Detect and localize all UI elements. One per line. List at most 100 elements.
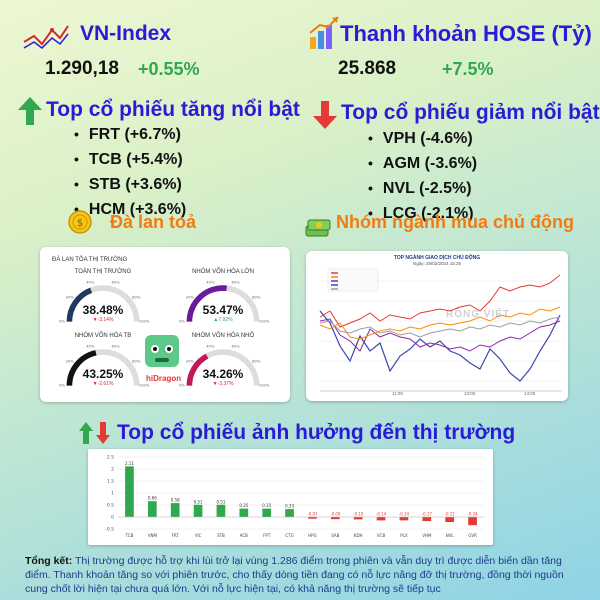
- bar: [353, 517, 363, 520]
- svg-text:$: $: [77, 218, 83, 229]
- rongviet-watermark: RỒNG VIỆT: [446, 309, 511, 320]
- x-category-label: PLX: [400, 533, 408, 538]
- bar-value-label: 0.58: [171, 498, 180, 503]
- arrow-up-icon: [18, 97, 42, 125]
- bar: [170, 503, 180, 517]
- gauge-tick: 0%: [179, 320, 185, 324]
- y-tick-label: 0.5: [107, 503, 114, 509]
- bar-value-label: -0.34: [467, 512, 478, 517]
- list-item: HCM (+3.6%): [74, 197, 186, 222]
- coin-icon: $: [68, 210, 92, 234]
- x-category-label: ACB: [240, 533, 248, 538]
- gauge-tick: 60%: [112, 345, 121, 349]
- bar: [216, 504, 226, 517]
- gauge-value: 43.25%: [82, 367, 124, 381]
- bar-value-label: -0.21: [445, 512, 456, 517]
- spread-panel: ĐÀ LAN TỎA THỊ TRƯỜNG TOÀN THỊ TRƯỜNG 0% 2…: [40, 247, 290, 402]
- x-tick: 11:00: [392, 391, 403, 396]
- gauge-change: ▼-3.37%: [212, 381, 234, 387]
- vnindex-change: +0.55%: [138, 59, 200, 79]
- gauge-tick: 100%: [139, 320, 150, 324]
- bar: [330, 517, 340, 520]
- up-down-arrows-icon: [79, 422, 110, 444]
- x-category-label: GVR: [468, 533, 477, 538]
- gauge-fill: [186, 285, 227, 322]
- bar: [193, 504, 203, 517]
- x-tick: 13:00: [464, 391, 476, 396]
- active-sectors-chart-date: Ngày: 28/02/2024 15:25: [412, 261, 462, 266]
- gauge-fill: [66, 287, 93, 322]
- y-tick-label: 0: [111, 515, 114, 521]
- x-category-label: CTG: [285, 533, 293, 538]
- gauge-tick: 20%: [66, 359, 75, 363]
- active-sectors-title: Nhóm ngành mua chủ động: [336, 212, 574, 232]
- bar-chart-icon: [309, 16, 339, 49]
- bar: [239, 508, 249, 517]
- gauge-title: NHÓM VỐN HÓA LỚN: [192, 269, 254, 275]
- gauge-tick: 0%: [59, 384, 65, 388]
- summary-label: Tổng kết:: [25, 555, 73, 567]
- x-category-label: NVL: [446, 533, 455, 538]
- list-item: AGM (-3.6%): [368, 151, 477, 176]
- gauge: NHÓM VỐN HÓA LỚN 0% 20% 40% 60% 80% 100% 53.47%…: [168, 269, 278, 331]
- bar: [422, 517, 432, 522]
- gauge-tick: 80%: [132, 359, 141, 363]
- gauge-tick: 40%: [86, 281, 95, 285]
- x-category-label: VNM: [148, 533, 158, 538]
- summary-text: Tổng kết: Thị trường được hỗ trợ khi lùi…: [25, 554, 585, 596]
- top-losers-title: Top cổ phiếu giảm nổi bật: [341, 101, 600, 124]
- gauge-title: NHÓM VỐN HÓA NHỎ: [191, 333, 255, 339]
- bar-value-label: 0.51: [216, 499, 225, 504]
- gauge-tick: 20%: [186, 359, 195, 363]
- bar-value-label: -0.17: [422, 512, 433, 517]
- gauge-tick: 40%: [206, 345, 215, 349]
- bar-value-label: -0.14: [376, 512, 387, 517]
- bar-value-label: 0.33: [285, 504, 294, 509]
- gauge-value: 34.26%: [202, 367, 244, 381]
- gauge-title: NHÓM VỐN HÓA TB: [74, 333, 132, 339]
- x-category-label: TCB: [125, 533, 134, 538]
- x-category-label: HPG: [308, 533, 317, 538]
- y-tick-label: 1: [111, 491, 114, 497]
- gauge-fill: [66, 350, 97, 386]
- liquidity-change: +7.5%: [442, 59, 494, 79]
- bar-value-label: -0.07: [307, 512, 318, 517]
- active-sectors-panel: TOP NGÀNH GIAO DỊCH CHỦ ĐỘNG Ngày: 28/02…: [306, 251, 568, 401]
- gauge: NHÓM VỐN HÓA NHỎ 0% 20% 40% 60% 80% 100% 34.26%…: [168, 333, 278, 395]
- gauge-tick: 80%: [132, 295, 141, 299]
- y-tick-label: 1.5: [107, 479, 114, 485]
- active-sectors-chart-title: TOP NGÀNH GIAO DỊCH CHỦ ĐỘNG: [393, 255, 481, 261]
- influence-title: Top cổ phiếu ảnh hưởng đến thị trường: [117, 421, 516, 444]
- gauge-tick: 100%: [259, 384, 270, 388]
- bar: [285, 509, 294, 517]
- x-category-label: VCB: [377, 533, 386, 538]
- list-item: LCG (-2.1%): [368, 201, 477, 226]
- x-tick: 14:00: [524, 391, 536, 396]
- bar-value-label: 0.51: [194, 499, 203, 504]
- gauge-tick: 80%: [252, 359, 261, 363]
- gauge-tick: 20%: [186, 295, 195, 299]
- dragon-logo-text: hiDragon: [146, 374, 182, 383]
- gauge-tick: 100%: [259, 320, 270, 324]
- gauge-arc: 0% 20% 40% 60% 80% 100%: [179, 345, 270, 388]
- y-tick-label: 2.5: [107, 455, 114, 461]
- sector-lines-chart: [319, 268, 562, 392]
- top-gainers-title: Top cổ phiếu tăng nổi bật: [46, 98, 300, 121]
- bar-value-label: 0.35: [239, 503, 248, 508]
- gauge-arc: 0% 20% 40% 60% 80% 100%: [179, 281, 270, 324]
- bar: [308, 517, 317, 519]
- gauge-fill: [186, 353, 209, 386]
- x-category-label: VHM: [422, 533, 432, 538]
- y-tick-label: 2: [111, 467, 114, 473]
- bar: [445, 517, 455, 523]
- arrow-down-icon: [313, 101, 337, 129]
- bar: [376, 517, 386, 521]
- gauge: TOÀN THỊ TRƯỜNG 0% 20% 40% 60% 80% 100% 38.48% ▼…: [48, 269, 158, 331]
- x-category-label: KDH: [354, 533, 363, 538]
- gauge-tick: 60%: [232, 281, 241, 285]
- vnindex-title: VN-Index: [80, 22, 172, 45]
- gauge-arc: 0% 20% 40% 60% 80% 100%: [59, 281, 150, 324]
- gauge-arc: 0% 20% 40% 60% 80% 100%: [59, 345, 150, 388]
- spread-title: Đà lan toả: [110, 212, 197, 232]
- gauge-change: ▲7.92%: [213, 317, 233, 323]
